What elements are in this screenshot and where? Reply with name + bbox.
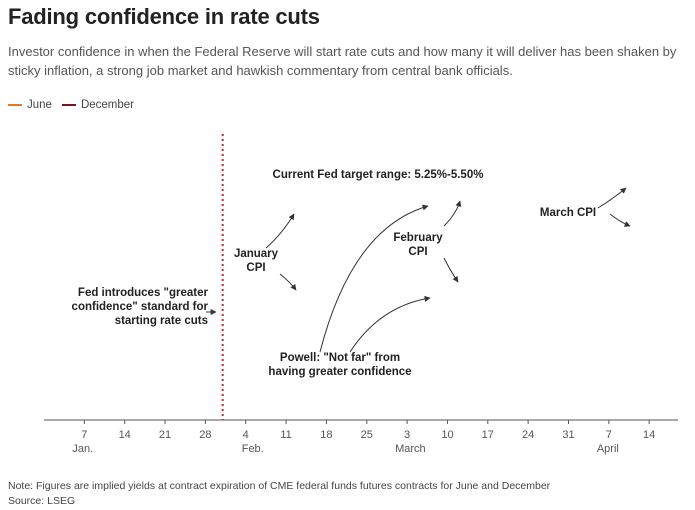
annotation-label: January CPI [234,248,279,274]
annotation-arrow [279,273,297,291]
target-range-label: Current Fed target range: 5.25%-5.50% [273,169,484,181]
legend-item-december: December [61,99,134,111]
chart-title: Fading confidence in rate cuts [8,4,320,29]
x-month-label: Feb. [242,443,264,455]
legend-label-june: June [27,99,52,111]
x-tick-label: 4 [243,429,249,441]
x-tick-label: 7 [81,429,87,441]
x-tick-label: 28 [199,429,211,441]
x-month-label: April [597,443,619,455]
x-tick-label: 14 [119,429,131,441]
legend-label-december: December [80,99,134,111]
legend-swatch-june [8,104,22,106]
x-tick-label: 17 [482,429,494,441]
chart-subtitle: Investor confidence in when the Federal … [8,44,677,78]
x-tick-label: 31 [562,429,574,441]
legend-swatch-december [61,104,76,106]
annotation-arrow [265,213,295,249]
source-text: Source: LSEG [8,495,76,507]
annotation-label: February CPI [393,232,443,258]
x-tick-label: 7 [606,429,612,441]
annotation-arrow [319,204,429,353]
annotation-arrow [349,295,431,353]
chart-legend: June December [8,99,134,111]
x-tick-label: 18 [320,429,332,441]
annotation-arrow [443,200,462,227]
x-tick-label: 14 [643,429,655,441]
x-tick-label: 3 [404,429,410,441]
annotation-label: March CPI [540,207,596,219]
annotation-arrow [609,213,631,227]
annotation-arrow [443,257,459,283]
annotation-arrow [597,187,627,209]
x-tick-label: 10 [441,429,453,441]
note-text: Note: Figures are implied yields at cont… [8,480,551,492]
x-tick-label: 25 [361,429,373,441]
legend-item-june: June [8,99,52,111]
chart-footnote: Note: Figures are implied yields at cont… [8,479,550,509]
x-month-label: March [395,443,426,455]
annotation-label: Fed introduces "greater confidence" stand… [72,287,209,327]
annotation-label: Powell: "Not far" from having greater con… [268,352,411,378]
x-tick-label: 24 [522,429,534,441]
x-tick-label: 11 [280,429,291,441]
x-tick-label: 21 [159,429,171,441]
x-month-label: Jan. [72,443,93,455]
